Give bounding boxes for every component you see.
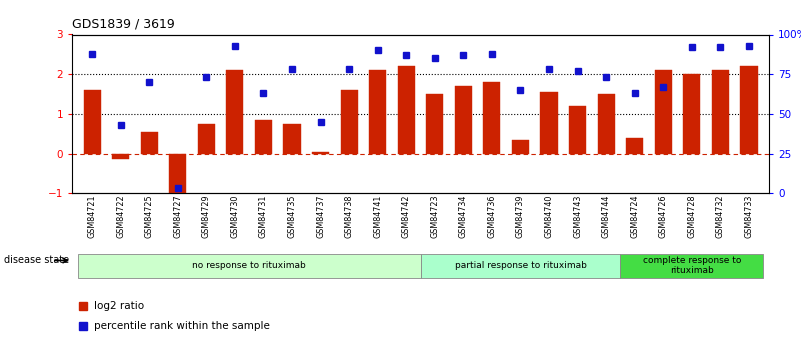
Bar <box>712 70 729 154</box>
Bar <box>141 132 158 154</box>
Bar <box>541 92 557 154</box>
Bar <box>740 66 758 154</box>
Bar <box>654 70 672 154</box>
Bar <box>369 70 386 154</box>
Text: partial response to rituximab: partial response to rituximab <box>454 261 586 270</box>
Text: disease state: disease state <box>4 256 69 265</box>
Text: complete response to
rituximab: complete response to rituximab <box>642 256 741 275</box>
Bar <box>569 106 586 154</box>
Bar <box>227 70 244 154</box>
Text: GDS1839 / 3619: GDS1839 / 3619 <box>72 17 175 30</box>
Bar <box>312 151 329 154</box>
Bar <box>78 254 421 278</box>
Bar <box>483 82 501 154</box>
Text: percentile rank within the sample: percentile rank within the sample <box>95 321 270 331</box>
Bar <box>340 90 358 154</box>
Bar <box>512 140 529 154</box>
Text: log2 ratio: log2 ratio <box>95 301 144 311</box>
Bar <box>397 66 415 154</box>
Bar <box>455 86 472 154</box>
Bar <box>426 94 444 154</box>
Text: no response to rituximab: no response to rituximab <box>192 261 306 270</box>
Bar <box>284 124 300 154</box>
Bar <box>683 74 700 154</box>
Bar <box>112 154 129 159</box>
Bar <box>198 124 215 154</box>
Bar <box>598 94 614 154</box>
Bar <box>169 154 187 197</box>
Bar <box>255 120 272 154</box>
Bar <box>421 254 621 278</box>
Bar <box>83 90 101 154</box>
Bar <box>621 254 763 278</box>
Bar <box>626 138 643 154</box>
